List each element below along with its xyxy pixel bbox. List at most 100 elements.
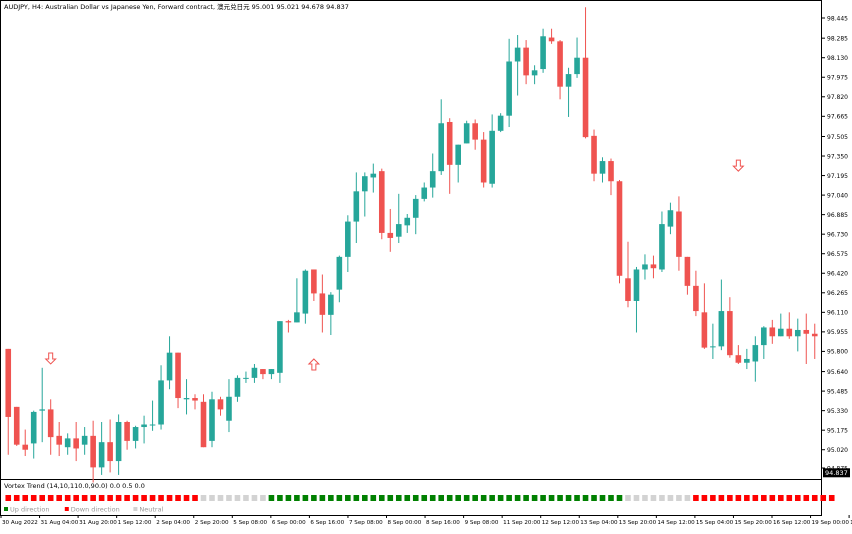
candle-bearish (22, 429, 29, 457)
candle-bearish (811, 323, 818, 359)
candle-body (463, 123, 470, 144)
price-label: 98.285 (827, 35, 848, 42)
trend-down-cell (811, 495, 818, 501)
trend-down-cell (81, 495, 88, 501)
candle-body (132, 427, 139, 441)
candle-bullish (752, 336, 759, 382)
candle-body (395, 224, 402, 237)
candle-bullish (421, 182, 428, 202)
candle-body (90, 435, 96, 468)
candle-body (684, 256, 691, 286)
candle-body (489, 130, 495, 184)
candle-bullish (268, 369, 275, 380)
candle-bearish (786, 312, 793, 339)
candle-body (39, 409, 46, 411)
trend-down-cell (710, 495, 716, 501)
candle-body (336, 256, 343, 290)
candle-body (616, 181, 623, 276)
time-label: 2 Sep 04:00 (156, 520, 190, 526)
price-label: 95.330 (827, 408, 848, 415)
candle-bullish (599, 157, 606, 183)
trend-up-cell (302, 495, 309, 501)
candle-bearish (480, 132, 487, 188)
candle-bullish (243, 371, 249, 383)
trend-down-cell (761, 495, 767, 501)
trend-up-cell (429, 495, 436, 501)
price-label: 97.195 (827, 173, 848, 180)
trend-neutral-cell (684, 495, 691, 501)
candle-body (47, 409, 54, 438)
legend-label: Neutral (139, 506, 163, 514)
candle-body (446, 121, 453, 165)
price-label: 97.820 (827, 94, 848, 101)
trend-up-cell (531, 495, 538, 501)
trend-down-cell (149, 495, 156, 501)
candle-body (141, 424, 147, 428)
candle-bullish (166, 336, 173, 390)
trend-up-cell (446, 495, 453, 501)
candle-body (311, 269, 317, 294)
trend-neutral-cell (642, 495, 648, 501)
candle-bullish (506, 38, 512, 128)
trend-up-cell (345, 495, 351, 501)
candle-bearish (693, 270, 699, 317)
trend-down-cell (90, 495, 96, 501)
trend-down-cell (718, 495, 725, 501)
candle-bullish (574, 37, 580, 78)
trend-up-cell (548, 495, 555, 501)
candle-bearish (803, 313, 810, 365)
trend-up-cell (362, 495, 368, 501)
trend-down-cell (820, 495, 827, 501)
trend-down-cell (39, 495, 46, 501)
candle-bullish (353, 172, 360, 243)
candle-body (506, 61, 512, 116)
trend-down-cell (73, 495, 79, 501)
candle-bearish (311, 269, 317, 301)
candle-body (531, 70, 538, 76)
time-label: 19 Sep 00:00 (812, 520, 850, 526)
candle-body (701, 312, 708, 348)
candle-body (277, 321, 283, 373)
time-label: 13 Sep 04:00 (580, 520, 618, 526)
candle-bullish (540, 28, 546, 73)
trend-neutral-cell (659, 495, 665, 501)
candle-bullish (294, 278, 300, 323)
candle-body (98, 442, 105, 468)
candle-body (625, 278, 631, 301)
trend-down-cell (803, 495, 810, 501)
candle-body (200, 401, 207, 448)
candle-body (727, 311, 733, 356)
candle-body (438, 123, 445, 172)
trend-up-cell (557, 495, 563, 501)
trend-up-cell (565, 495, 572, 501)
candle-bullish (277, 321, 283, 383)
candle-body (659, 224, 665, 270)
candle-body (777, 328, 784, 337)
candle-body (124, 421, 130, 441)
time-label: 6 Sep 00:00 (272, 520, 306, 526)
candle-body (710, 346, 716, 348)
trend-up-cell (395, 495, 402, 501)
candle-bullish (115, 414, 122, 475)
candle-bearish (13, 406, 20, 446)
trend-up-cell (421, 495, 428, 501)
candle-bullish (514, 35, 521, 96)
candle-bullish (81, 427, 88, 455)
candle-bearish (446, 118, 453, 194)
candle-bearish (217, 396, 224, 416)
candle-body (497, 115, 504, 131)
candle-bearish (56, 421, 62, 457)
candle-body (319, 293, 326, 315)
trend-neutral-cell (200, 495, 207, 501)
trend-down-cell (701, 495, 708, 501)
candle-bearish (47, 399, 54, 455)
candle-body (268, 369, 275, 375)
candle-body (761, 327, 767, 346)
candle-body (158, 380, 164, 425)
price-label: 96.885 (827, 212, 848, 219)
trend-up-cell (540, 495, 546, 501)
candle-body (412, 198, 419, 218)
trend-up-cell (523, 495, 529, 501)
candle-bullish (718, 279, 725, 351)
